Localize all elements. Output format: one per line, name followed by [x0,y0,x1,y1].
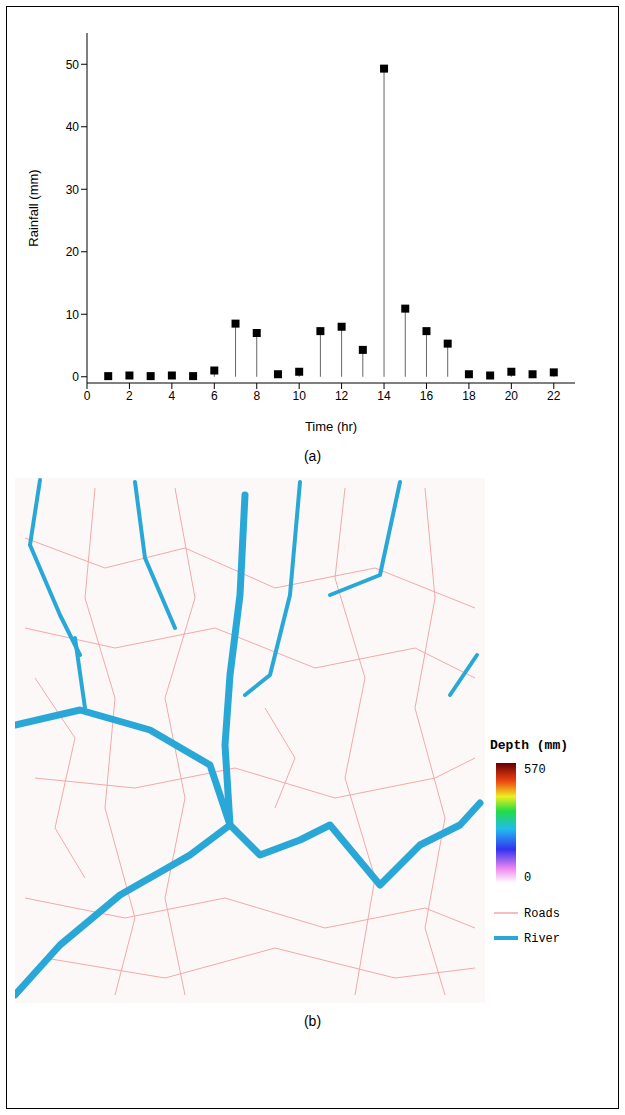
svg-text:16: 16 [420,389,434,403]
svg-text:22: 22 [547,389,561,403]
svg-text:Rainfall (mm): Rainfall (mm) [26,169,41,246]
svg-text:50: 50 [66,58,80,72]
svg-text:4: 4 [169,389,176,403]
html-text:(a): (a) [303,448,322,464]
svg-text:40: 40 [66,120,80,134]
svg-text:20: 20 [505,389,519,403]
svg-text:30: 30 [66,183,80,197]
svg-text:18: 18 [462,389,476,403]
svg-text:Time (hr): Time (hr) [305,419,357,434]
svg-text:570: 570 [524,763,546,777]
svg-text:2: 2 [126,389,133,403]
svg-text:River: River [524,932,560,946]
svg-text:12: 12 [335,389,349,403]
svg-text:Roads: Roads [524,907,560,921]
svg-text:8: 8 [253,389,260,403]
svg-text:0: 0 [84,389,91,403]
svg-text:10: 10 [292,389,306,403]
svg-text:10: 10 [66,308,80,322]
svg-text:14: 14 [377,389,391,403]
svg-text:6: 6 [211,389,218,403]
svg-text:0: 0 [524,871,531,885]
html-text:(b): (b) [303,1013,322,1029]
svg-text:20: 20 [66,245,80,259]
svg-text:0: 0 [72,370,79,384]
svg-text:Depth (mm): Depth (mm) [490,738,568,753]
